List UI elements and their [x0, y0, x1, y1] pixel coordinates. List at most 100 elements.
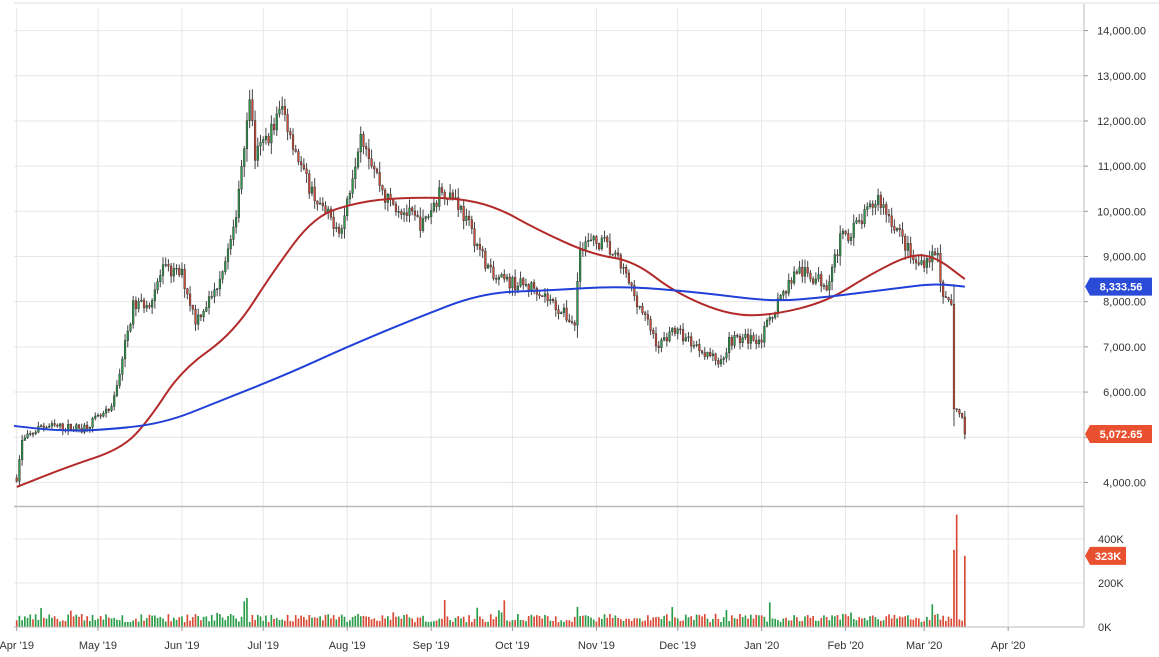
candle-body — [191, 305, 194, 310]
volume-bar — [766, 621, 768, 627]
candle-body — [264, 135, 268, 140]
time-tick-label: Oct '19 — [495, 640, 530, 652]
candle-body — [183, 268, 186, 289]
volume-bar — [327, 614, 330, 627]
candle-body — [335, 226, 338, 229]
volume-bar — [782, 618, 785, 627]
volume-bar — [684, 614, 687, 627]
candle-body — [560, 312, 563, 315]
volume-bar — [763, 616, 766, 627]
candle-body — [543, 293, 547, 297]
candle-body — [551, 299, 555, 301]
candle-body — [749, 335, 752, 344]
candle-body — [310, 186, 314, 194]
candle-body — [874, 204, 877, 208]
volume-bar — [113, 617, 116, 627]
volume-bar — [197, 616, 200, 627]
volume-bar — [343, 616, 346, 627]
volume-bar — [267, 621, 270, 627]
volume-bar — [817, 620, 820, 627]
volume-bar — [75, 614, 78, 627]
candle-body — [413, 210, 417, 216]
candle-body — [107, 408, 110, 411]
volume-bar — [595, 621, 598, 627]
candle-body — [113, 395, 116, 407]
candle-body — [877, 195, 880, 205]
volume-bar — [953, 549, 955, 627]
candle-body — [300, 161, 303, 166]
volume-bar — [427, 622, 430, 627]
price-badge-label: 8,333.56 — [1100, 282, 1143, 294]
candle-body — [963, 416, 966, 435]
volume-bar — [37, 619, 40, 627]
candle-body — [175, 267, 178, 270]
candle-body — [622, 266, 625, 269]
candle-body — [91, 418, 94, 428]
candle-body — [351, 178, 354, 194]
volume-bar — [833, 616, 836, 627]
candle-body — [235, 217, 238, 228]
candle-body — [760, 339, 763, 343]
candle-body — [557, 309, 560, 315]
volume-bar — [473, 618, 476, 627]
volume-bar — [224, 620, 227, 627]
candle-body — [947, 297, 950, 300]
volume-bar — [484, 621, 487, 627]
candle-body — [202, 310, 205, 318]
volume-bar — [422, 615, 424, 627]
candle-body — [129, 323, 132, 332]
candle-body — [600, 237, 603, 250]
volume-bar — [286, 614, 289, 627]
candle-body — [616, 252, 620, 256]
volume-bar — [508, 621, 511, 627]
candle-body — [321, 202, 324, 207]
volume-bar — [259, 616, 262, 627]
candle-body — [465, 215, 468, 221]
volume-bar — [243, 601, 246, 627]
candle-body — [719, 359, 723, 365]
candle-body — [115, 385, 119, 396]
candle-body — [654, 333, 658, 347]
volume-bar — [273, 618, 275, 627]
volume-bar — [216, 612, 219, 627]
candle-body — [161, 264, 165, 276]
candle-body — [728, 336, 731, 354]
candle-body — [736, 335, 739, 337]
price-tick-label: 8,000.00 — [1103, 297, 1146, 309]
candle-body — [839, 233, 842, 256]
volume-bar — [947, 616, 950, 627]
candle-body — [887, 214, 891, 217]
candle-body — [186, 288, 189, 295]
candle-body — [533, 282, 536, 289]
volume-bar — [354, 615, 357, 627]
candle-body — [522, 278, 525, 286]
volume-bar — [411, 618, 414, 627]
volume-bar — [170, 621, 172, 627]
volume-bar — [739, 613, 741, 627]
volume-bar — [370, 619, 373, 627]
volume-bar — [687, 617, 690, 627]
candle-body — [784, 291, 788, 294]
volume-bar — [934, 614, 936, 627]
candle-body — [467, 215, 471, 221]
volume-bar — [557, 622, 560, 627]
candle-body — [830, 266, 834, 282]
volume-bar — [796, 617, 798, 627]
volume-bar — [955, 514, 958, 627]
candle-body — [928, 258, 931, 263]
candle-body — [132, 300, 135, 325]
time-tick-label: Jun '19 — [164, 640, 199, 652]
volume-bar — [164, 621, 167, 627]
candle-body — [733, 335, 736, 346]
volume-bar — [628, 618, 630, 627]
candle-body — [486, 264, 490, 269]
volume-bar — [395, 616, 397, 627]
candle-body — [687, 336, 690, 339]
volume-bar — [649, 620, 652, 627]
candle-body — [365, 146, 368, 150]
volume-bar — [706, 618, 709, 627]
volume-bar — [655, 617, 657, 627]
candle-body — [419, 216, 422, 231]
volume-bar — [86, 616, 88, 627]
